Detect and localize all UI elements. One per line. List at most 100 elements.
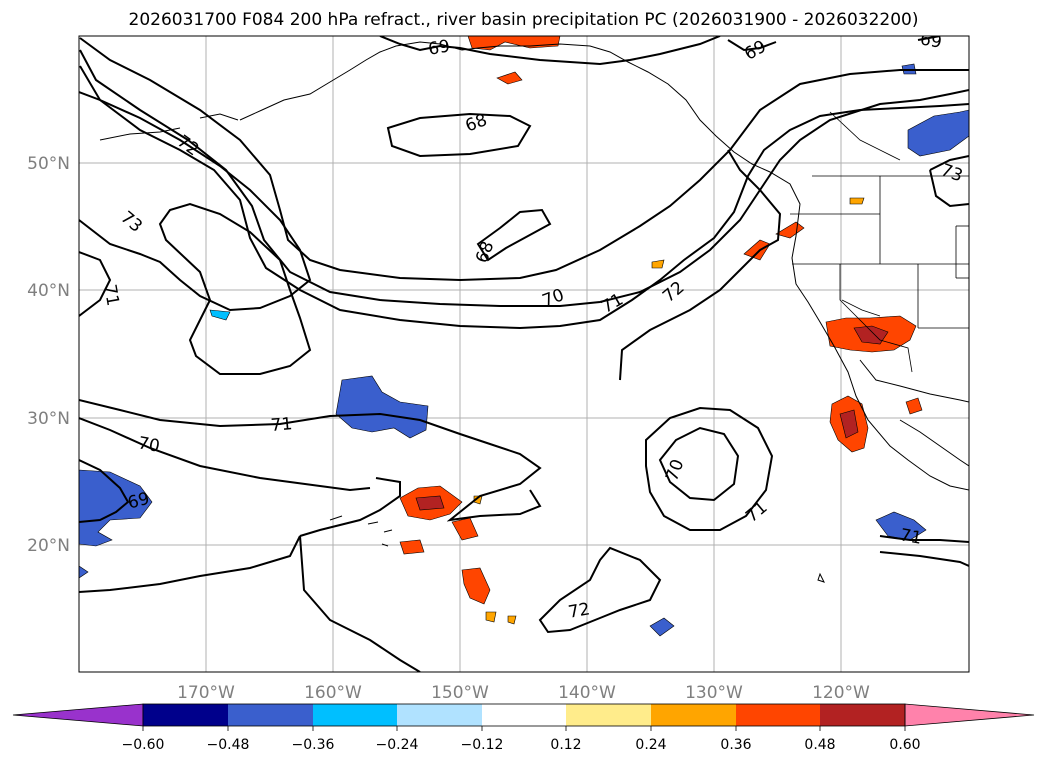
precip-anomaly-positive: [905, 397, 923, 415]
precip-anomaly-positive: [496, 71, 523, 85]
longitude-labels: 170°W 160°W 150°W 140°W 130°W 120°W: [177, 683, 870, 703]
contour-label: 73: [116, 208, 145, 237]
contour-label: 69: [126, 489, 152, 514]
contour-label: 71: [742, 498, 771, 527]
lon-label: 120°W: [812, 683, 870, 703]
colorbar-tick-label: 0.36: [720, 737, 751, 753]
contour-72: [299, 477, 401, 537]
contour-73: [929, 155, 969, 171]
colorbar-bin: [397, 704, 482, 726]
contour-label: 71: [598, 290, 627, 318]
contour-label: 72: [173, 132, 202, 161]
precip-anomaly-positive: [507, 615, 517, 625]
contour-72: [299, 535, 421, 672]
contour-71: [79, 399, 542, 522]
precip-anomaly-positive: [399, 539, 425, 555]
map-frame: [78, 35, 970, 673]
colorbar-bin: [820, 704, 905, 726]
contour-68: [476, 208, 552, 262]
lon-label: 140°W: [558, 683, 616, 703]
precip-anomaly-positive: [849, 197, 865, 205]
lon-label: 170°W: [177, 683, 235, 703]
colorbar-tick-label: −0.36: [292, 737, 335, 753]
precip-anomaly-positive: [651, 259, 665, 269]
contour-71: [879, 551, 969, 567]
contour-73: [929, 169, 969, 208]
precip-anomaly-positive: [415, 495, 445, 511]
contour-72: [79, 65, 969, 330]
contour-label: 72: [567, 599, 592, 622]
contour-71: [79, 49, 969, 307]
contour-label: 69: [741, 37, 770, 65]
colorbar: −0.60 −0.48 −0.36 −0.24 −0.12 0.12 0.24 …: [12, 703, 1035, 753]
precip-anomaly-negative: [649, 617, 675, 637]
precip-anomaly-negative: [209, 309, 231, 321]
colorbar-bin: [143, 704, 228, 726]
contour-label: 68: [472, 239, 498, 266]
precip-anomaly-negative: [875, 511, 927, 541]
precip-anomaly-positive: [461, 567, 491, 605]
contour-label: 71: [898, 525, 923, 548]
contour-70: [79, 37, 969, 282]
contour-70: [658, 426, 740, 502]
contour-72: [79, 535, 301, 593]
contour-73: [79, 91, 312, 312]
precip-anomaly-positive: [451, 517, 479, 541]
contour-label: 69: [427, 36, 452, 59]
contour-69: [379, 36, 721, 66]
colorbar-tick-label: −0.12: [461, 737, 504, 753]
lon-label: 130°W: [685, 683, 743, 703]
contour-label: 69: [918, 29, 943, 52]
contour-69: [79, 459, 130, 523]
colorbar-bin: [566, 704, 651, 726]
graticule: [79, 36, 969, 672]
precip-anomaly-negative: [79, 469, 153, 547]
colorbar-bin: [736, 704, 820, 726]
lat-label: 30°N: [27, 409, 70, 429]
contour-label: 70: [136, 433, 161, 456]
contour-69: [917, 36, 941, 41]
contour-71: [645, 406, 774, 531]
lat-label: 20°N: [27, 536, 70, 556]
precip-anomaly-positive: [743, 239, 771, 261]
precip-anomaly-negative: [907, 109, 969, 157]
contour-label: 70: [662, 457, 688, 484]
contour-71: [879, 535, 969, 543]
precip-anomaly-positive: [485, 611, 497, 623]
colorbar-tick-label: 0.12: [550, 737, 581, 753]
political-borders: [790, 111, 969, 373]
precipitation-shading: [79, 36, 969, 637]
latitude-labels: 50°N 40°N 30°N 20°N: [27, 154, 70, 556]
colorbar-bin: [651, 704, 736, 726]
coastlines: [99, 41, 969, 583]
lon-label: 160°W: [304, 683, 362, 703]
contour-68: [386, 112, 532, 158]
contour-label: 72: [659, 278, 688, 307]
colorbar-bin: [313, 704, 397, 726]
precip-anomaly-positive: [839, 409, 859, 439]
colorbar-tick-label: −0.60: [122, 737, 165, 753]
contour-72: [538, 546, 662, 634]
map-title: 2026031700 F084 200 hPa refract., river …: [128, 10, 919, 30]
colorbar-extend-low: [12, 703, 144, 727]
precip-anomaly-negative: [79, 565, 89, 579]
precip-anomaly-negative: [335, 375, 429, 439]
lat-label: 50°N: [27, 154, 70, 174]
colorbar-extend-high: [904, 703, 1035, 727]
contour-69: [727, 39, 777, 52]
colorbar-bin: [482, 704, 566, 726]
colorbar-tick-label: 0.24: [635, 737, 666, 753]
colorbar-frame: [142, 703, 906, 727]
contour-71: [158, 202, 312, 375]
colorbar-tick-label: 0.48: [804, 737, 835, 753]
colorbar-bin: [228, 704, 313, 726]
map-panel: 69 69 69 72 68 73 68 71 70 71 72 73 71 7…: [79, 29, 969, 672]
lat-label: 40°N: [27, 281, 70, 301]
colorbar-tick-label: −0.24: [376, 737, 419, 753]
contour-label: 70: [540, 285, 567, 311]
contour-71: [79, 251, 112, 317]
colorbar-tick-label: −0.48: [207, 737, 250, 753]
contour-70: [79, 417, 371, 492]
contour-label: 71: [270, 414, 293, 436]
